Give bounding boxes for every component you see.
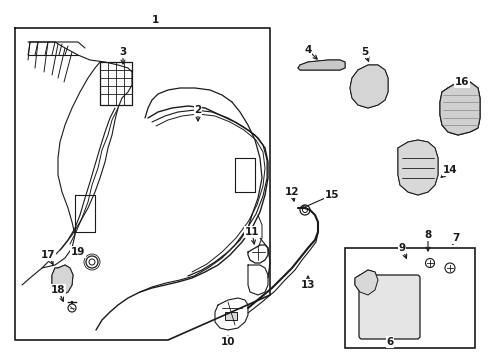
- Text: 2: 2: [194, 105, 201, 115]
- Text: 3: 3: [119, 47, 126, 57]
- FancyBboxPatch shape: [358, 275, 419, 339]
- Text: 18: 18: [51, 285, 65, 295]
- Text: 1: 1: [151, 15, 158, 25]
- Text: 19: 19: [71, 247, 85, 257]
- Text: 15: 15: [324, 190, 339, 200]
- Text: 6: 6: [386, 337, 393, 347]
- Text: 11: 11: [244, 227, 259, 237]
- Text: 12: 12: [284, 187, 299, 197]
- Text: 7: 7: [451, 233, 459, 243]
- Bar: [345, 248, 474, 348]
- Polygon shape: [439, 82, 479, 135]
- Polygon shape: [52, 265, 73, 295]
- Text: 14: 14: [442, 165, 456, 175]
- Text: 10: 10: [220, 337, 235, 347]
- Text: 5: 5: [361, 47, 368, 57]
- Bar: [224, 312, 237, 320]
- Text: 4: 4: [304, 45, 311, 55]
- Polygon shape: [354, 270, 377, 295]
- Text: 9: 9: [398, 243, 405, 253]
- Circle shape: [425, 258, 434, 267]
- Polygon shape: [397, 140, 437, 195]
- Polygon shape: [297, 60, 345, 70]
- Text: 13: 13: [300, 280, 315, 290]
- Text: 17: 17: [41, 250, 55, 260]
- Text: 16: 16: [454, 77, 468, 87]
- Circle shape: [444, 263, 454, 273]
- Circle shape: [68, 304, 76, 312]
- Polygon shape: [349, 65, 387, 108]
- Text: 8: 8: [424, 230, 431, 240]
